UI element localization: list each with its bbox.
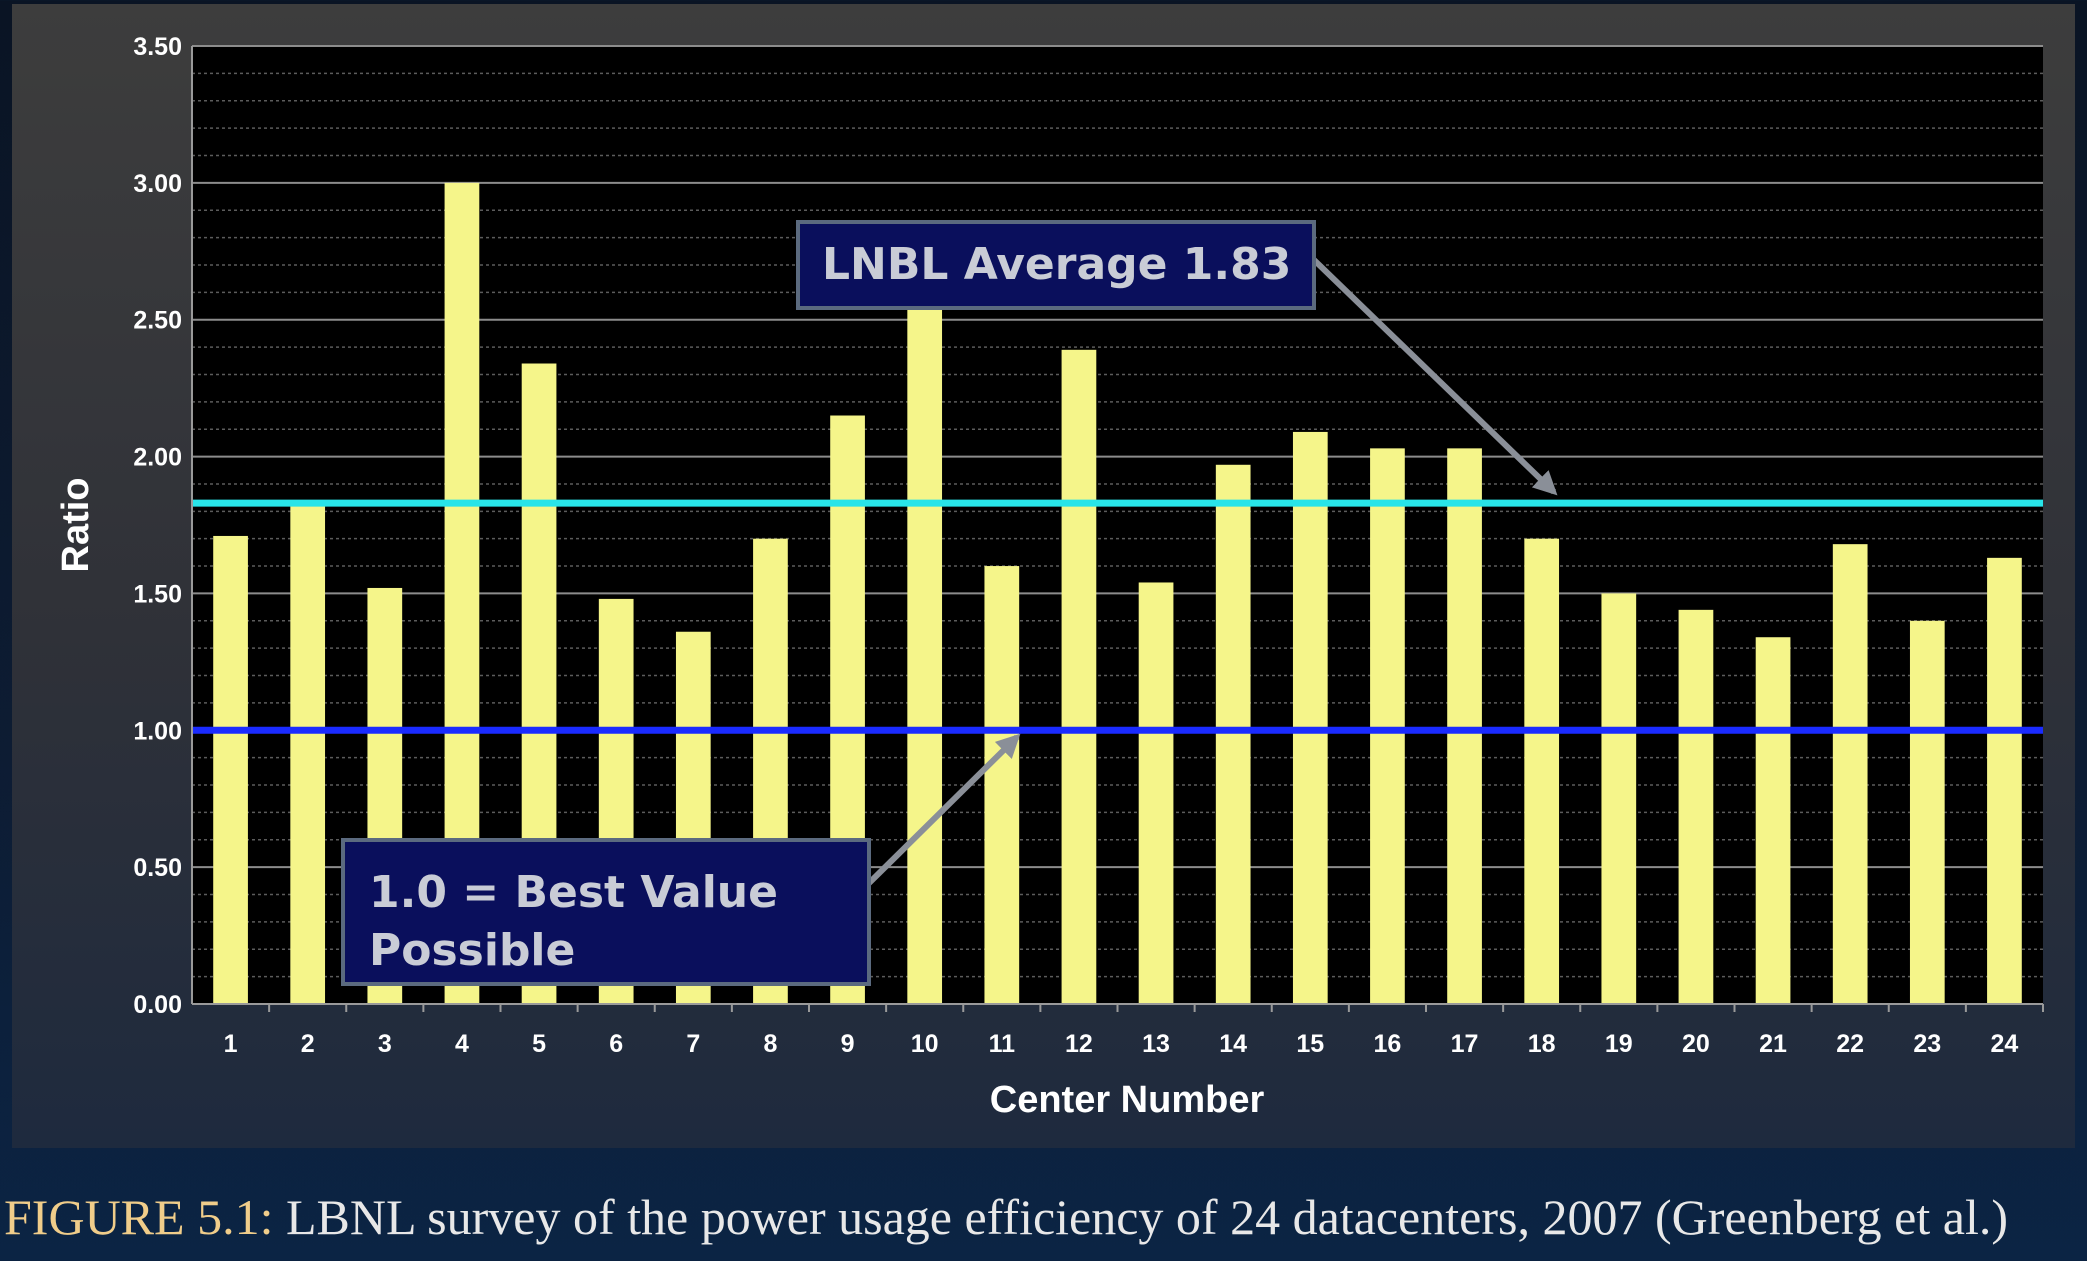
x-tick-label: 18 xyxy=(1528,1030,1556,1058)
x-tick-label: 19 xyxy=(1605,1030,1633,1058)
y-tick-labels: 0.00 0.50 1.00 1.50 2.00 2.50 3.00 3.50 xyxy=(133,33,182,1019)
average-annotation-text: LNBL Average 1.83 xyxy=(822,239,1292,290)
x-tick-label: 12 xyxy=(1065,1030,1093,1058)
bar-center-13 xyxy=(1138,582,1174,1004)
best-value-arrow xyxy=(859,733,1021,893)
y-tick-label: 2.00 xyxy=(133,444,182,472)
bar-center-18 xyxy=(1524,538,1560,1004)
bar-center-20 xyxy=(1678,609,1714,1004)
caption-text: LBNL survey of the power usage efficienc… xyxy=(273,1189,2008,1245)
x-tick-label: 14 xyxy=(1219,1030,1247,1058)
x-tick-label: 17 xyxy=(1451,1030,1479,1058)
x-tick-label: 3 xyxy=(378,1030,392,1058)
y-tick-label: 3.00 xyxy=(133,170,182,198)
x-tick-label: 4 xyxy=(455,1030,469,1058)
x-tick-label: 16 xyxy=(1374,1030,1402,1058)
x-axis-title: Center Number xyxy=(990,1079,1265,1121)
x-tick-label: 10 xyxy=(911,1030,939,1058)
x-tick-labels: 1 2 3 4 5 6 7 8 9 10 11 12 13 14 15 16 17 18 19 20 21 22 23 24 xyxy=(224,1004,2044,1058)
x-tick-label: 2 xyxy=(301,1030,315,1058)
y-tick-label: 1.00 xyxy=(133,717,182,745)
bar-center-12 xyxy=(1061,349,1097,1004)
bar-center-22 xyxy=(1832,544,1868,1004)
reference-lines xyxy=(192,499,2043,734)
average-annotation-box: LNBL Average 1.83 xyxy=(796,220,1316,310)
bar-center-21 xyxy=(1755,637,1791,1004)
bar-center-15 xyxy=(1292,431,1328,1004)
x-tick-label: 21 xyxy=(1759,1030,1787,1058)
best-value-annotation-line1: 1.0 = Best Value xyxy=(369,867,778,918)
bar-center-10 xyxy=(907,306,943,1004)
bar-center-17 xyxy=(1447,448,1482,1004)
figure-caption: FIGURE 5.1: LBNL survey of the power usa… xyxy=(0,1188,2087,1246)
y-tick-label: 3.50 xyxy=(133,33,182,61)
bar-center-11 xyxy=(984,566,1020,1004)
x-tick-label: 6 xyxy=(609,1030,623,1058)
x-tick-label: 8 xyxy=(763,1030,777,1058)
bar-center-19 xyxy=(1601,593,1637,1004)
x-tick-label: 11 xyxy=(989,1030,1016,1058)
bar-center-2 xyxy=(290,503,326,1004)
bar-center-23 xyxy=(1909,620,1945,1004)
bar-center-14 xyxy=(1215,464,1251,1005)
x-tick-label: 24 xyxy=(1991,1030,2019,1058)
x-tick-label: 9 xyxy=(841,1030,855,1058)
x-tick-label: 23 xyxy=(1913,1030,1941,1058)
y-tick-label: 2.50 xyxy=(133,307,182,335)
x-tick-label: 5 xyxy=(532,1030,546,1058)
best-value-annotation-line2: Possible xyxy=(369,925,576,976)
average-arrow xyxy=(1309,255,1558,496)
y-tick-label: 0.50 xyxy=(133,854,182,882)
x-tick-label: 1 xyxy=(224,1030,238,1058)
y-axis-title: Ratio xyxy=(55,478,97,573)
bar-center-24 xyxy=(1987,557,2022,1004)
y-tick-label: 1.50 xyxy=(133,580,182,608)
caption-label: FIGURE 5.1: xyxy=(4,1189,274,1245)
x-tick-label: 7 xyxy=(686,1030,700,1058)
x-tick-label: 15 xyxy=(1296,1030,1324,1058)
best-value-annotation-box: 1.0 = Best Value Possible xyxy=(341,838,871,986)
y-tick-label: 0.00 xyxy=(133,991,182,1019)
x-tick-label: 13 xyxy=(1142,1030,1170,1058)
bar-center-1 xyxy=(213,535,248,1004)
x-tick-label: 22 xyxy=(1836,1030,1864,1058)
bar-center-16 xyxy=(1370,448,1405,1004)
x-tick-label: 20 xyxy=(1682,1030,1710,1058)
